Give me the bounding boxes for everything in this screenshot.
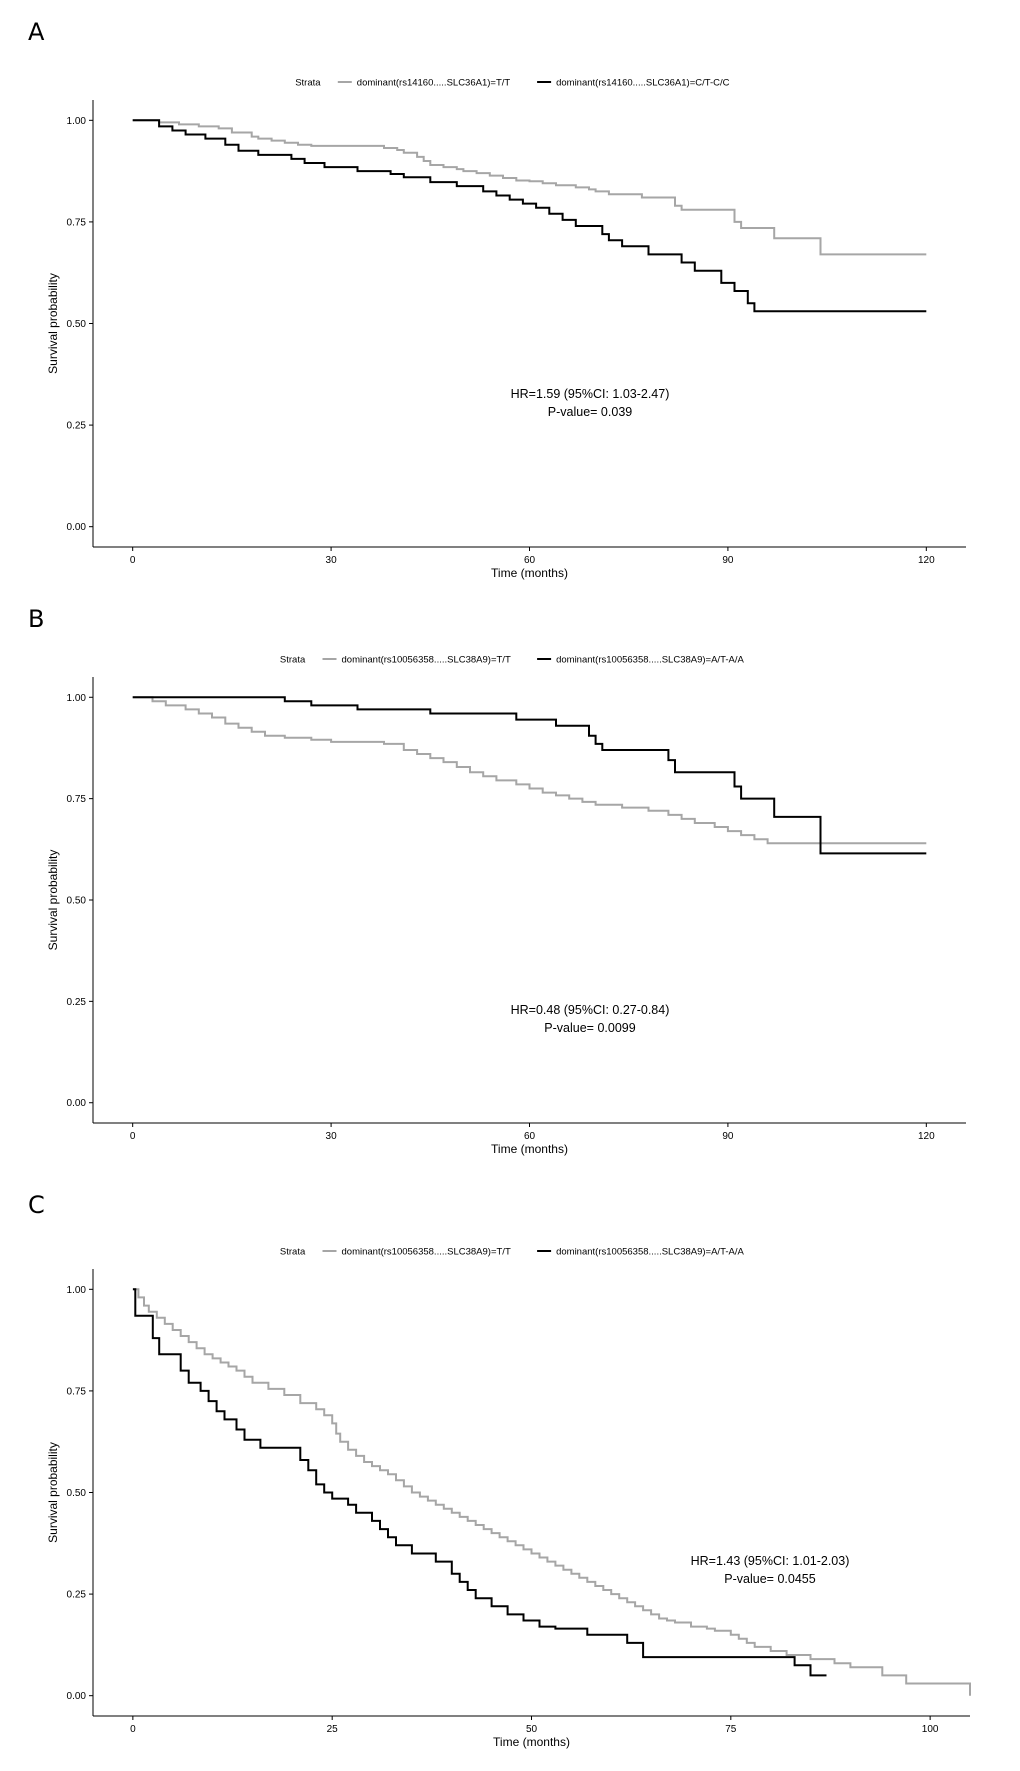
legend-title: Strata xyxy=(280,1247,306,1258)
x-tick-label: 25 xyxy=(327,1724,339,1735)
p-value-text: P-value= 0.0455 xyxy=(724,1572,815,1586)
y-tick-label: 1.00 xyxy=(67,693,87,704)
legend-entry: dominant(rs10056358.....SLC38A9)=A/T-A/A xyxy=(556,1247,744,1258)
panel-letter: C xyxy=(28,1191,45,1219)
y-tick-label: 0.50 xyxy=(67,896,87,907)
y-tick-label: 0.00 xyxy=(67,1691,87,1702)
legend-entry: dominant(rs14160.....SLC36A1)=T/T xyxy=(357,78,511,89)
legend: Strata dominant(rs10056358.....SLC38A9)=T… xyxy=(280,655,745,666)
y-tick-label: 0.50 xyxy=(67,1488,87,1499)
x-axis-title: Time (months) xyxy=(491,1142,568,1156)
panel-b: B Strata dominant(rs10056358.....SLC38A9)=… xyxy=(28,605,966,1156)
y-tick-label: 0.50 xyxy=(67,319,87,330)
panel-letter: B xyxy=(28,605,44,633)
hr-annotation: HR=0.48 (95%CI: 0.27-0.84) P-value= 0.009… xyxy=(511,1003,670,1035)
hr-annotation: HR=1.43 (95%CI: 1.01-2.03) P-value= 0.045… xyxy=(691,1554,850,1586)
y-tick-label: 0.75 xyxy=(67,217,87,228)
y-tick-label: 0.00 xyxy=(67,1098,87,1109)
panel-a: A Strata dominant(rs14160.....SLC36A1)=T/T… xyxy=(28,18,966,580)
y-axis-title: Survival probability xyxy=(46,273,60,374)
x-tick-label: 0 xyxy=(130,555,136,566)
survival-curve-reference xyxy=(132,1288,971,1696)
survival-curve-reference xyxy=(132,119,927,256)
y-tick-label: 0.75 xyxy=(67,794,87,805)
y-tick-label: 0.25 xyxy=(67,1590,87,1601)
legend-entry: dominant(rs10056358.....SLC38A9)=T/T xyxy=(342,1247,511,1258)
p-value-text: P-value= 0.0099 xyxy=(544,1021,635,1035)
survival-curve-variant xyxy=(132,1288,827,1677)
y-tick-label: 1.00 xyxy=(67,116,87,127)
x-tick-label: 60 xyxy=(524,1131,536,1142)
survival-curve-reference xyxy=(132,696,927,845)
panel-c: C Strata dominant(rs10056358.....SLC38A9)=… xyxy=(28,1191,971,1749)
survival-curve-variant xyxy=(132,119,927,313)
y-axis-title: Survival probability xyxy=(46,1442,60,1543)
p-value-text: P-value= 0.039 xyxy=(548,405,632,419)
survival-curve-variant xyxy=(132,696,927,855)
x-tick-label: 90 xyxy=(722,1131,734,1142)
x-axis-title: Time (months) xyxy=(491,566,568,580)
x-tick-label: 120 xyxy=(918,1131,935,1142)
x-tick-label: 60 xyxy=(524,555,536,566)
x-tick-label: 30 xyxy=(326,1131,338,1142)
legend-entry: dominant(rs14160.....SLC36A1)=C/T-C/C xyxy=(556,78,730,89)
legend-entry: dominant(rs10056358.....SLC38A9)=T/T xyxy=(342,655,511,666)
legend: Strata dominant(rs10056358.....SLC38A9)=T… xyxy=(280,1247,745,1258)
x-tick-label: 0 xyxy=(130,1131,136,1142)
hazard-ratio-text: HR=0.48 (95%CI: 0.27-0.84) xyxy=(511,1003,670,1017)
y-tick-label: 0.75 xyxy=(67,1386,87,1397)
x-tick-label: 120 xyxy=(918,555,935,566)
hazard-ratio-text: HR=1.59 (95%CI: 1.03-2.47) xyxy=(511,387,670,401)
x-tick-label: 100 xyxy=(922,1724,939,1735)
hazard-ratio-text: HR=1.43 (95%CI: 1.01-2.03) xyxy=(691,1554,850,1568)
legend-title: Strata xyxy=(280,655,306,666)
x-tick-label: 75 xyxy=(725,1724,737,1735)
legend-entry: dominant(rs10056358.....SLC38A9)=A/T-A/A xyxy=(556,655,744,666)
y-tick-label: 0.25 xyxy=(67,421,87,432)
x-tick-label: 0 xyxy=(130,1724,136,1735)
y-tick-label: 1.00 xyxy=(67,1285,87,1296)
y-tick-label: 0.00 xyxy=(67,522,87,533)
x-axis-title: Time (months) xyxy=(493,1735,570,1749)
legend-title: Strata xyxy=(295,78,321,89)
legend: Strata dominant(rs14160.....SLC36A1)=T/T d… xyxy=(295,78,729,89)
x-tick-label: 90 xyxy=(722,555,734,566)
y-axis-title: Survival probability xyxy=(46,850,60,951)
panel-letter: A xyxy=(28,18,45,46)
hr-annotation: HR=1.59 (95%CI: 1.03-2.47) P-value= 0.039 xyxy=(511,387,670,419)
y-tick-label: 0.25 xyxy=(67,997,87,1008)
x-tick-label: 50 xyxy=(526,1724,538,1735)
x-tick-label: 30 xyxy=(326,555,338,566)
